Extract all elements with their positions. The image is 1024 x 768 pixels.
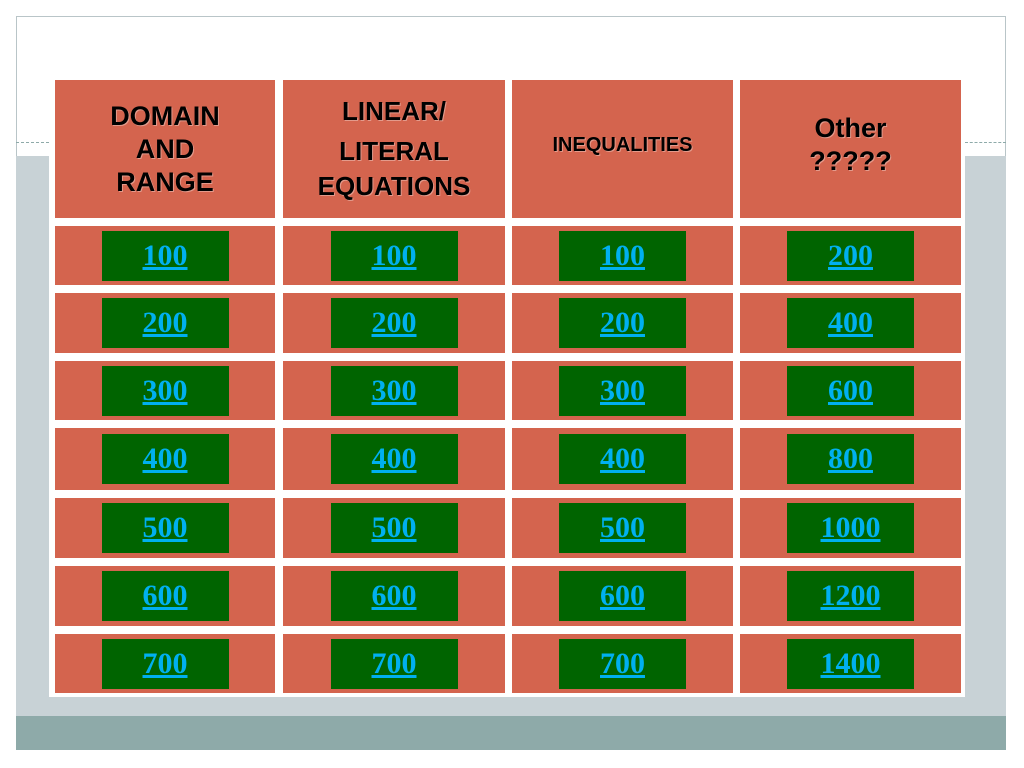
value-button-other-7[interactable]: 1400 [787,638,914,689]
category-header-inequalities: INEQUALITIES [512,80,733,218]
value-button-other-2[interactable]: 400 [787,298,914,348]
value-button-domain-range-6[interactable]: 600 [101,571,229,621]
board-cell: 1200 [740,566,961,626]
value-button-linear-literal-3[interactable]: 300 [330,365,458,416]
divider-line-left [16,142,49,143]
value-button-domain-range-7[interactable]: 700 [101,638,229,689]
board-cell: 300 [512,361,733,420]
board-cell: 600 [55,566,275,626]
jeopardy-board: DOMAIN AND RANGE LINEAR/ LITERAL EQUATIO… [49,76,965,697]
value-button-linear-literal-7[interactable]: 700 [330,638,458,689]
board-cell: 500 [512,498,733,558]
value-button-other-3[interactable]: 600 [787,365,914,416]
value-button-inequalities-1[interactable]: 100 [559,230,686,281]
board-cell: 1400 [740,634,961,693]
board-cell: 600 [283,566,505,626]
board-cell: 700 [512,634,733,693]
value-button-inequalities-5[interactable]: 500 [559,503,686,553]
board-cell: 300 [55,361,275,420]
value-button-inequalities-7[interactable]: 700 [559,638,686,689]
board-cell: 100 [55,226,275,285]
board-cell: 500 [55,498,275,558]
board-cell: 500 [283,498,505,558]
value-button-inequalities-3[interactable]: 300 [559,365,686,416]
category-header-linear-literal: LINEAR/ LITERAL EQUATIONS [283,80,505,218]
value-button-linear-literal-6[interactable]: 600 [330,571,458,621]
board-cell: 400 [740,293,961,353]
category-title: Other ????? [809,113,892,176]
value-button-domain-range-4[interactable]: 400 [101,434,229,484]
value-button-domain-range-2[interactable]: 200 [101,298,229,348]
board-cell: 200 [55,293,275,353]
board-cell: 200 [283,293,505,353]
category-title: INEQUALITIES [552,134,693,156]
board-cell: 700 [55,634,275,693]
slide-footer-band [16,716,1006,750]
divider-line-right [965,142,1006,143]
value-button-domain-range-3[interactable]: 300 [101,365,229,416]
board-cell: 600 [512,566,733,626]
value-button-domain-range-5[interactable]: 500 [101,503,229,553]
value-button-linear-literal-2[interactable]: 200 [330,298,458,348]
category-header-other: Other ????? [740,80,961,218]
value-button-linear-literal-4[interactable]: 400 [330,434,458,484]
board-cell: 100 [283,226,505,285]
value-button-linear-literal-1[interactable]: 100 [330,230,458,281]
value-button-other-5[interactable]: 1000 [787,503,914,553]
value-button-other-6[interactable]: 1200 [787,571,914,621]
board-cell: 400 [512,428,733,490]
board-cell: 200 [740,226,961,285]
value-button-domain-range-1[interactable]: 100 [101,230,229,281]
category-header-domain-range: DOMAIN AND RANGE [55,80,275,218]
board-cell: 1000 [740,498,961,558]
board-cell: 100 [512,226,733,285]
value-button-inequalities-2[interactable]: 200 [559,298,686,348]
board-cell: 800 [740,428,961,490]
category-title: DOMAIN AND RANGE [110,100,220,197]
category-title: LINEAR/ LITERAL EQUATIONS [317,96,471,201]
board-cell: 200 [512,293,733,353]
value-button-other-4[interactable]: 800 [787,434,914,484]
value-button-linear-literal-5[interactable]: 500 [330,503,458,553]
board-cell: 700 [283,634,505,693]
value-button-other-1[interactable]: 200 [787,230,914,281]
value-button-inequalities-6[interactable]: 600 [559,571,686,621]
board-cell: 400 [55,428,275,490]
board-cell: 400 [283,428,505,490]
value-button-inequalities-4[interactable]: 400 [559,434,686,484]
board-cell: 300 [283,361,505,420]
board-cell: 600 [740,361,961,420]
